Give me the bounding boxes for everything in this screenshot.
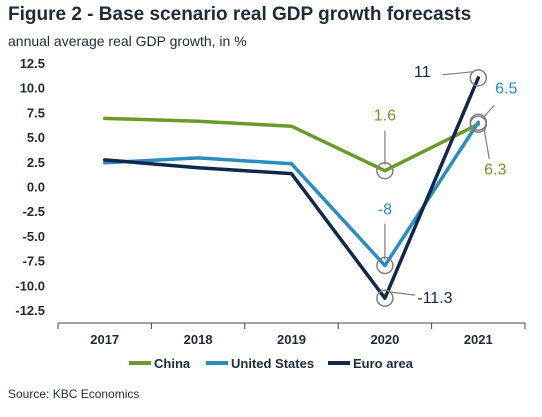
y-tick-label: 2.5 (27, 155, 45, 170)
data-label: 6.5 (495, 80, 517, 97)
y-tick-label: 7.5 (27, 105, 45, 120)
y-tick-label: -7.5 (23, 254, 45, 269)
legend-label: Euro area (353, 356, 414, 371)
data-label: -8 (378, 202, 392, 219)
data-label: 11 (414, 64, 431, 81)
data-label: 6.3 (484, 161, 506, 178)
y-tick-label: -2.5 (23, 204, 45, 219)
annotation-leader-line (390, 291, 415, 296)
legend-label: China (154, 356, 191, 371)
y-tick-label: 10.0 (20, 81, 45, 96)
annotation-marker (469, 115, 488, 134)
legend-label: United States (231, 356, 314, 371)
chart-title: Figure 2 - Base scenario real GDP growth… (8, 4, 472, 25)
series-line-euro-area (102, 76, 481, 300)
x-tick-label: 2019 (277, 332, 306, 347)
data-label: 1.6 (374, 108, 396, 125)
chart-subtitle: annual average real GDP growth, in % (8, 33, 247, 49)
y-tick-label: -12.5 (15, 303, 45, 318)
y-tick-label: -10.0 (15, 278, 45, 293)
annotation-marker (376, 289, 394, 307)
series-line-china (102, 116, 481, 173)
data-label: -11.3 (417, 290, 452, 307)
y-tick-label: 5.0 (27, 130, 45, 145)
x-tick-label: 2021 (464, 332, 493, 347)
y-tick-label: 0.0 (27, 180, 45, 195)
y-tick-label: -5.0 (23, 229, 45, 244)
annotation-marker (469, 69, 488, 87)
y-tick-label: 12.5 (20, 56, 45, 71)
series-line-united-states (102, 120, 481, 268)
x-tick-label: 2020 (370, 332, 399, 347)
annotation-leader-line (483, 130, 490, 160)
x-tick-label: 2018 (184, 332, 213, 347)
annotation-leader-line (442, 71, 473, 76)
x-tick-label: 2017 (90, 332, 119, 347)
annotation-leader-line (483, 104, 495, 117)
source-note: Source: KBC Economics (8, 387, 140, 401)
